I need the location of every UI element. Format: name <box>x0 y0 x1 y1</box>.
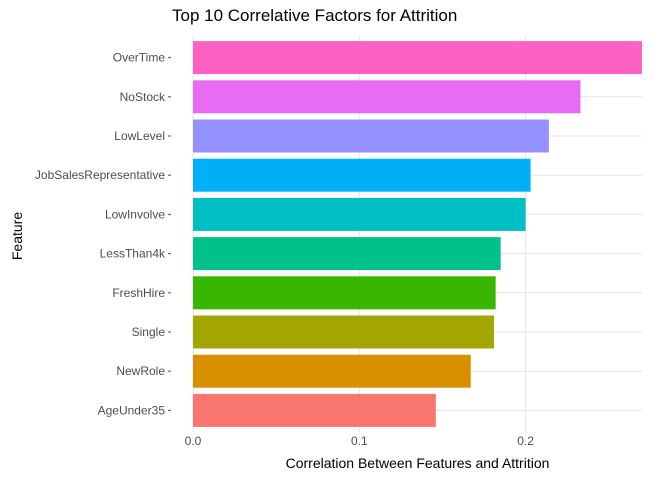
bar-overtime <box>193 41 642 75</box>
bar-freshhire <box>193 276 496 310</box>
y-tick-label: LowLevel <box>114 129 165 143</box>
bar-single <box>193 315 494 349</box>
y-tick-label: AgeUnder35 <box>98 403 166 417</box>
bar-jobsalesrepresentative <box>193 158 531 192</box>
x-tick-label: 0.2 <box>517 434 534 448</box>
bar-lessthan4k <box>193 237 501 271</box>
x-tick-label: 0.0 <box>185 434 202 448</box>
x-axis-labels: 0.0 0.1 0.2 <box>185 434 535 448</box>
bar-ageunder35 <box>193 393 436 427</box>
bar-lowinvolve <box>193 197 526 231</box>
y-tick-label: NoStock <box>120 90 166 104</box>
x-tick-label: 0.1 <box>351 434 368 448</box>
bar-newrole <box>193 354 471 388</box>
y-tick-label: LowInvolve <box>105 207 165 221</box>
y-axis-labels: OverTime NoStock LowLevel JobSalesRepresent… <box>35 51 171 417</box>
y-tick-label: FreshHire <box>112 286 165 300</box>
x-axis-title: Correlation Between Features and Attriti… <box>285 455 550 471</box>
bars <box>193 41 642 427</box>
bar-nostock <box>193 80 581 114</box>
chart-title: Top 10 Correlative Factors for Attrition <box>172 6 458 25</box>
y-tick-label: OverTime <box>113 51 166 65</box>
y-tick-label: JobSalesRepresentative <box>35 168 165 182</box>
y-tick-label: LessThan4k <box>100 247 166 261</box>
y-tick-label: NewRole <box>116 364 165 378</box>
bar-lowlevel <box>193 119 549 153</box>
y-tick-label: Single <box>132 325 166 339</box>
